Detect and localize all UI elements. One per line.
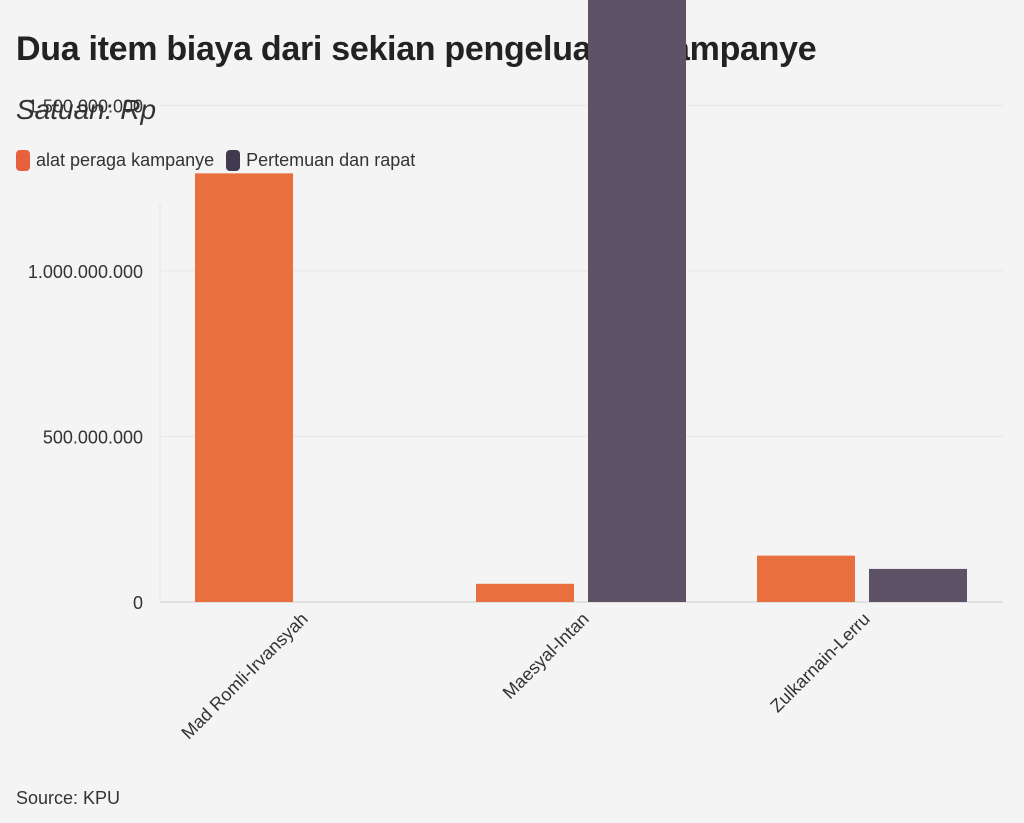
bar-pertemuan-2 — [869, 568, 967, 602]
x-tick-label: Mad Romli-Irvansyah — [177, 609, 311, 743]
x-tick-label: Zulkarnain-Lerru — [766, 609, 874, 717]
legend-swatch-pertemuan — [226, 150, 241, 171]
legend-label-alat-peraga: alat peraga kampanye — [36, 150, 215, 170]
x-tick-label: Maesyal-Intan — [499, 609, 593, 703]
legend-item-alat-peraga[interactable]: alat peraga kampanye — [16, 150, 214, 171]
legend-label-pertemuan: Pertemuan dan rapat — [246, 150, 416, 170]
y-tick-label: 0 — [133, 593, 143, 613]
legend-swatch-alat-peraga — [16, 150, 30, 171]
bar-alat-peraga-0 — [195, 173, 293, 603]
chart-legend: alat peraga kampanye Pertemuan dan rapat — [16, 150, 427, 171]
legend-item-pertemuan[interactable]: Pertemuan dan rapat — [226, 150, 415, 171]
bar-pertemuan-1 — [588, 0, 686, 603]
y-tick-label: 500.000.000 — [43, 428, 143, 448]
bar-alat-peraga-2 — [757, 555, 855, 602]
bar-alat-peraga-1 — [476, 583, 574, 602]
chart-subtitle: Satuan: Rp — [16, 94, 157, 125]
source-note: Source: KPU — [16, 788, 121, 808]
y-tick-label: 1.500.000.000 — [28, 97, 143, 117]
y-tick-label: 1.000.000.000 — [28, 262, 143, 282]
